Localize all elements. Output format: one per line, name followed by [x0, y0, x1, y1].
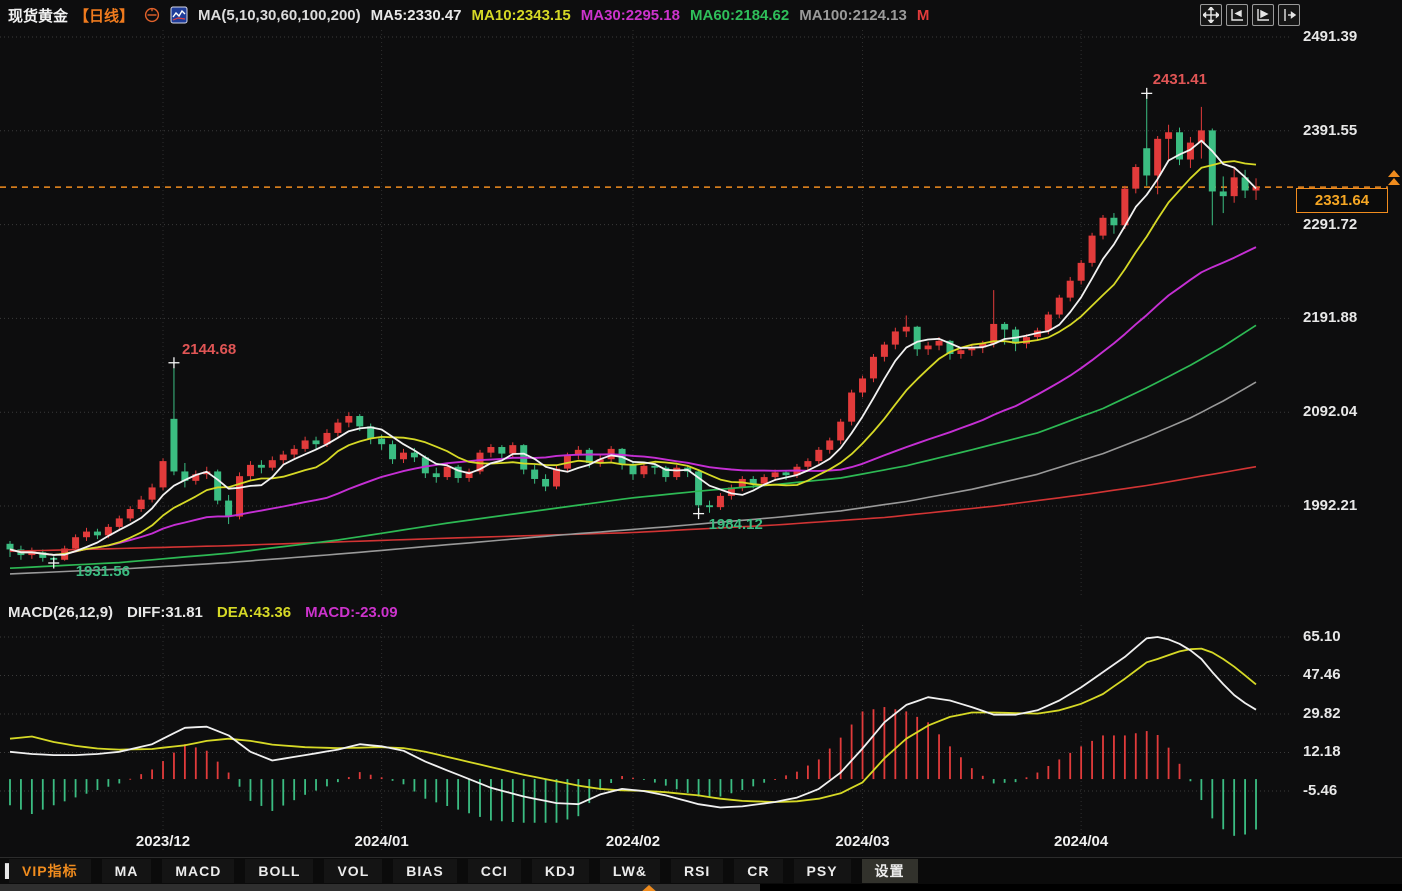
macd-dea-value: DEA:43.36 [216, 604, 292, 621]
x-axis-label: 2024/01 [354, 833, 409, 850]
macd-axis-label: -5.46 [1303, 781, 1338, 799]
macd-header: MACD(26,12,9) DIFF:31.81 DEA:43.36 MACD:… [8, 604, 398, 621]
axis-scale-left-icon[interactable] [1226, 4, 1248, 26]
ma60-value: MA60:2184.62 [690, 6, 790, 24]
pan-move-icon[interactable] [1200, 4, 1222, 26]
price-axis-label: 2491.39 [1303, 28, 1358, 45]
tab-ma[interactable]: MA [101, 859, 152, 883]
price-markers-layer [48, 87, 1153, 569]
x-axis-label: 2024/04 [1054, 833, 1109, 850]
symbol-name: 现货黄金 [8, 7, 69, 25]
price-annotation: 2144.68 [181, 340, 237, 358]
tab-scroll-partial[interactable]: ▐ [0, 863, 9, 879]
chart-toolbar [1200, 4, 1300, 26]
tab-vip-indicators[interactable]: VIP指标 [9, 859, 91, 883]
current-price-badge: 2331.64 [1296, 188, 1388, 214]
tab-lwr[interactable]: LW& [599, 859, 660, 883]
ma30-value: MA30:2295.18 [580, 6, 680, 24]
macd-axis-label: 12.18 [1303, 743, 1341, 761]
ma10-value: MA10:2343.15 [471, 6, 571, 24]
scroll-indicator-icon [640, 885, 658, 891]
price-axis-label: 2291.72 [1303, 215, 1358, 233]
macd-diff-value: DIFF:31.81 [127, 604, 203, 621]
tab-bias[interactable]: BIAS [393, 859, 457, 883]
macd-axis-label: 29.82 [1303, 704, 1341, 722]
x-axis-label: 2023/12 [135, 833, 191, 850]
ma-lines-layer [9, 139, 1257, 575]
bottom-strip [0, 884, 1402, 891]
tab-cci[interactable]: CCI [467, 859, 521, 883]
tab-vol[interactable]: VOL [324, 859, 383, 883]
jump-to-latest-icon[interactable] [1278, 4, 1300, 26]
gridlines-layer [0, 30, 1292, 852]
macd-formula: MACD(26,12,9) [8, 604, 114, 621]
chart-style-icon[interactable] [170, 6, 188, 24]
ma100-value: MA100:2124.13 [799, 6, 907, 24]
symbol-menu-icon[interactable] [144, 7, 160, 23]
macd-panel-layer [9, 636, 1257, 836]
price-axis-label: 2391.55 [1303, 121, 1358, 139]
period-label[interactable]: 【日线】 [74, 7, 135, 25]
price-axis-label: 2092.04 [1303, 403, 1358, 421]
macd-macd-value: MACD:-23.09 [305, 604, 398, 621]
axis-play-icon[interactable] [1252, 4, 1274, 26]
tab-cr[interactable]: CR [734, 859, 783, 883]
chart-header: 现货黄金 【日线】 MA(5,10,30,60,100,200) MA5:233… [8, 4, 929, 26]
price-axis-label: 2191.88 [1303, 309, 1358, 327]
indicator-tab-bar: ▐ VIP指标 MA MACD BOLL VOL BIAS CCI KDJ LW& RSI CR PS… [0, 858, 1402, 884]
x-axis-label: 2024/03 [835, 833, 890, 850]
macd-axis-label: 65.10 [1303, 628, 1341, 645]
ma200-value-truncated: M [916, 6, 930, 24]
tab-kdj[interactable]: KDJ [531, 859, 589, 883]
ma-settings-label: MA(5,10,30,60,100,200) [198, 6, 361, 24]
ma5-value: MA5:2330.47 [370, 6, 462, 24]
price-annotation: 1984.12 [708, 515, 763, 533]
price-axis-label: 1992.21 [1303, 497, 1358, 514]
tab-boll[interactable]: BOLL [245, 859, 314, 883]
price-up-arrow-icon [1388, 170, 1401, 186]
tab-psy[interactable]: PSY [793, 859, 851, 883]
candles-layer [6, 93, 1260, 563]
bottom-strip-gray [0, 884, 760, 891]
x-axis-label: 2024/02 [605, 833, 661, 850]
tab-settings[interactable]: 设置 [861, 859, 918, 883]
tab-list: VIP指标 MA MACD BOLL VOL BIAS CCI KDJ LW& RSI CR PSY 设… [9, 859, 929, 883]
tabbar-divider [0, 857, 1402, 858]
price-annotation: 2431.41 [1152, 71, 1207, 89]
tab-rsi[interactable]: RSI [670, 859, 724, 883]
price-annotation: 1931.56 [75, 562, 130, 580]
macd-axis-label: 47.46 [1303, 666, 1341, 684]
tab-macd[interactable]: MACD [162, 859, 235, 883]
